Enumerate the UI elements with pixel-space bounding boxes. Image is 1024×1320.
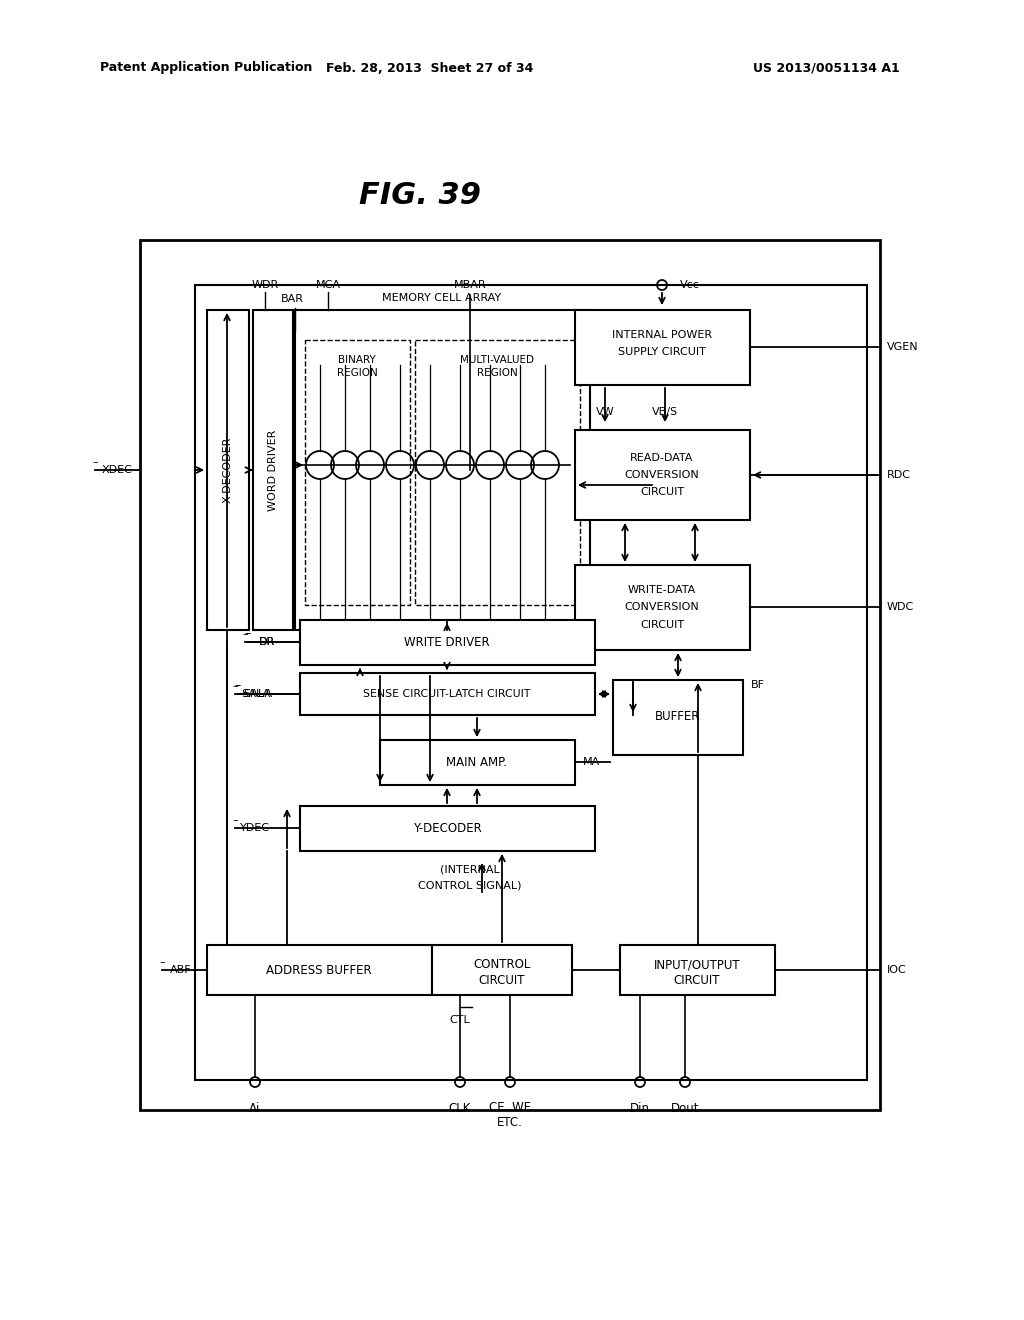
Text: YDEC: YDEC — [240, 822, 270, 833]
Bar — [620, 945, 775, 995]
Text: CIRCUIT: CIRCUIT — [674, 974, 720, 987]
Bar — [295, 310, 590, 630]
Text: CIRCUIT: CIRCUIT — [640, 487, 684, 498]
Bar — [140, 240, 880, 1110]
Text: REGION: REGION — [476, 368, 517, 378]
Text: REGION: REGION — [337, 368, 378, 378]
Text: DR: DR — [259, 638, 275, 647]
Text: DR: DR — [259, 638, 275, 647]
Text: CIRCUIT: CIRCUIT — [479, 974, 525, 987]
Text: WDC: WDC — [887, 602, 914, 612]
Text: BUFFER: BUFFER — [655, 710, 700, 723]
Text: Vcc: Vcc — [680, 280, 699, 290]
Text: CONVERSION: CONVERSION — [625, 602, 699, 612]
Bar — [380, 741, 575, 785]
Text: MBAR: MBAR — [454, 280, 486, 290]
Text: MCA: MCA — [315, 280, 341, 290]
Bar — [253, 310, 293, 630]
Bar — [575, 430, 750, 520]
Text: Ai: Ai — [249, 1101, 261, 1114]
Text: –: – — [159, 957, 165, 968]
Bar — [575, 310, 750, 385]
Text: VW: VW — [596, 407, 614, 417]
Text: READ-DATA: READ-DATA — [631, 453, 693, 463]
Text: Feb. 28, 2013  Sheet 27 of 34: Feb. 28, 2013 Sheet 27 of 34 — [327, 62, 534, 74]
Text: CLK: CLK — [449, 1101, 471, 1114]
Bar — [207, 310, 249, 630]
Text: X-DECODER: X-DECODER — [223, 437, 233, 503]
Text: –: – — [234, 680, 241, 693]
Text: CE, WE: CE, WE — [488, 1101, 531, 1114]
Text: VB/S: VB/S — [652, 407, 678, 417]
Text: Patent Application Publication: Patent Application Publication — [100, 62, 312, 74]
Bar — [432, 945, 572, 995]
Text: INTERNAL POWER: INTERNAL POWER — [612, 330, 712, 341]
Text: SALA: SALA — [243, 689, 272, 700]
Bar — [613, 680, 743, 755]
Text: RDC: RDC — [887, 470, 911, 480]
Text: SENSE CIRCUIT-LATCH CIRCUIT: SENSE CIRCUIT-LATCH CIRCUIT — [364, 689, 530, 700]
Bar — [415, 341, 580, 605]
Text: CTL: CTL — [450, 1015, 470, 1026]
Text: –: – — [232, 814, 238, 825]
Text: SALA: SALA — [241, 689, 270, 700]
Text: –: – — [232, 681, 238, 690]
Text: VGEN: VGEN — [887, 342, 919, 352]
Bar — [195, 285, 867, 1080]
Text: WDR: WDR — [251, 280, 279, 290]
Text: Y-DECODER: Y-DECODER — [413, 821, 481, 834]
Text: SUPPLY CIRCUIT: SUPPLY CIRCUIT — [618, 347, 706, 356]
Text: CONVERSION: CONVERSION — [625, 470, 699, 480]
Text: FIG. 39: FIG. 39 — [359, 181, 481, 210]
Text: BF: BF — [751, 680, 765, 690]
Bar — [575, 565, 750, 649]
Text: (INTERNAL: (INTERNAL — [440, 865, 500, 875]
Text: –: – — [243, 630, 248, 639]
Text: –: – — [92, 457, 98, 467]
Text: MULTI-VALUED: MULTI-VALUED — [460, 355, 534, 366]
Text: INPUT/OUTPUT: INPUT/OUTPUT — [653, 958, 740, 972]
Text: WRITE-DATA: WRITE-DATA — [628, 585, 696, 595]
Text: ADDRESS BUFFER: ADDRESS BUFFER — [266, 964, 372, 977]
Bar — [300, 673, 595, 715]
Text: Din: Din — [630, 1101, 650, 1114]
Text: CONTROL: CONTROL — [473, 958, 530, 972]
Text: BINARY: BINARY — [338, 355, 376, 366]
Text: MAIN AMP.: MAIN AMP. — [446, 755, 508, 768]
Text: Dout: Dout — [671, 1101, 699, 1114]
Bar — [305, 341, 410, 605]
Text: ETC.: ETC. — [497, 1115, 523, 1129]
Text: WORD DRIVER: WORD DRIVER — [268, 429, 278, 511]
Text: BAR: BAR — [281, 294, 303, 304]
Text: MEMORY CELL ARRAY: MEMORY CELL ARRAY — [382, 293, 502, 304]
Text: ABF: ABF — [170, 965, 193, 975]
Bar — [207, 945, 432, 995]
Text: MA: MA — [583, 756, 600, 767]
Bar — [300, 620, 595, 665]
Text: XDEC: XDEC — [102, 465, 133, 475]
Bar — [300, 807, 595, 851]
Text: US 2013/0051134 A1: US 2013/0051134 A1 — [754, 62, 900, 74]
Text: IOC: IOC — [887, 965, 906, 975]
Text: CIRCUIT: CIRCUIT — [640, 620, 684, 630]
Text: CONTROL SIGNAL): CONTROL SIGNAL) — [418, 880, 522, 890]
Text: –: – — [245, 627, 251, 640]
Text: WRITE DRIVER: WRITE DRIVER — [404, 635, 489, 648]
